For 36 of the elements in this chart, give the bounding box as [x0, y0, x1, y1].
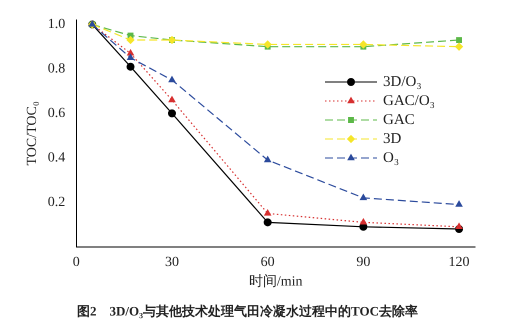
point [264, 40, 272, 48]
legend-label: 3D/O₃ [383, 74, 422, 90]
legend-label: GAC/O₃ [383, 92, 435, 109]
text: 图2 3D/O₃与其他技术处理气田冷凝水过程中的TOC去除率 [77, 304, 418, 319]
point [264, 209, 272, 216]
point [168, 96, 176, 102]
x-tick-label: 90 [356, 254, 370, 270]
point [360, 218, 367, 225]
legend-label: O₃ [383, 150, 400, 166]
y-tick-label: 0.6 [48, 106, 66, 122]
y-tick-label: 0.2 [48, 195, 66, 210]
point [168, 109, 176, 118]
point [456, 222, 463, 229]
x-tick-label: 30 [164, 254, 179, 270]
x-tick-label: 120 [448, 254, 470, 270]
legend-label: GAC [383, 112, 415, 128]
y-tick-label: 0.8 [48, 62, 66, 77]
point [456, 37, 462, 43]
x-tick-label: 0 [72, 254, 80, 270]
y-tick-label: 1.0 [48, 17, 66, 32]
y-axis-title: TOC/TOC₀ [25, 101, 40, 166]
point [456, 200, 463, 207]
point [359, 40, 368, 48]
point [127, 49, 134, 56]
legend-label: 3D [383, 130, 402, 147]
x-axis-title: 时间/min [248, 274, 302, 290]
point [264, 156, 272, 162]
point [264, 218, 272, 226]
x-tick-label: 60 [260, 254, 275, 270]
y-tick-label: 0.4 [48, 150, 66, 166]
point [126, 36, 135, 44]
point [168, 76, 176, 82]
point [360, 194, 367, 200]
point [127, 54, 134, 60]
point [455, 42, 464, 51]
point [126, 62, 135, 71]
